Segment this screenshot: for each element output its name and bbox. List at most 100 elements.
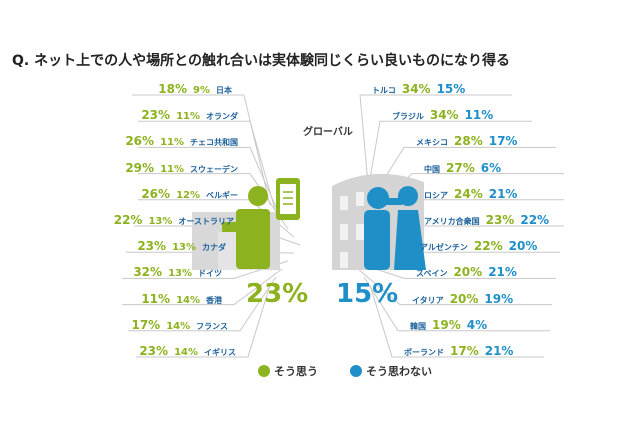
country-name: イタリア <box>412 295 444 305</box>
left-country-row: 26% 12% ベルギー <box>141 185 238 201</box>
disagree-value: 19% <box>484 291 514 306</box>
left-country-row: 11% 14% 香港 <box>141 290 222 306</box>
global-label: グローバル <box>303 127 353 138</box>
legend-agree-label: そう思う <box>274 365 318 378</box>
agree-value: 29% <box>125 160 155 175</box>
agree-value: 19% <box>432 317 461 332</box>
agree-value: 34% <box>401 82 431 96</box>
left-country-row: 23% 14% イギリス <box>139 342 236 358</box>
agree-value: 20% <box>453 265 483 280</box>
disagree-value: 12% <box>176 189 200 201</box>
disagree-value: 21% <box>488 186 518 201</box>
disagree-value: 22% <box>520 213 550 227</box>
agree-value: 23% <box>137 239 167 254</box>
disagree-value: 17% <box>488 134 518 149</box>
country-name: 韓国 <box>410 321 426 331</box>
agree-value: 18% <box>158 82 188 96</box>
global-agree-value: 23% <box>246 279 309 309</box>
right-country-row: イタリア 20% 19% <box>412 290 513 306</box>
country-name: オーストラリア <box>178 217 234 226</box>
agree-dot-icon <box>258 365 270 377</box>
disagree-value: 6% <box>480 160 502 175</box>
right-country-row: 中国 27% 6% <box>424 159 501 175</box>
left-country-row: 17% 14% フランス <box>131 316 228 332</box>
disagree-value: 21% <box>484 344 514 358</box>
disagree-value: 11% <box>160 137 184 149</box>
country-name: ドイツ <box>198 269 222 279</box>
agree-value: 24% <box>454 186 483 201</box>
country-name: フランス <box>196 321 228 331</box>
agree-value: 28% <box>454 134 483 149</box>
global-disagree-value: 15% <box>336 279 399 309</box>
connector-line <box>132 94 271 206</box>
right-country-row: アルゼンチン 22% 20% <box>420 237 537 253</box>
right-country-row: メキシコ 28% 17% <box>416 132 517 148</box>
disagree-value: 14% <box>166 320 191 332</box>
left-country-row: 29% 11% スウェーデン <box>125 159 238 175</box>
agree-value: 34% <box>429 108 459 123</box>
agree-value: 23% <box>485 213 515 227</box>
country-name: 中国 <box>424 164 440 174</box>
connector-line <box>138 120 277 214</box>
legend-disagree: そう思わない <box>350 363 432 381</box>
disagree-value: 20% <box>508 239 538 254</box>
left-country-row: 22% 13% オーストラリア <box>114 211 234 227</box>
disagree-value: 14% <box>174 347 198 358</box>
disagree-value: 14% <box>176 294 200 306</box>
agree-value: 23% <box>139 344 169 358</box>
agree-value: 11% <box>141 291 171 306</box>
right-country-row: ポーランド 17% 21% <box>404 342 513 358</box>
right-country-row: スペイン 20% 21% <box>416 263 517 279</box>
country-name: ベルギー <box>206 190 238 200</box>
legend-disagree-label: そう思わない <box>366 365 432 378</box>
agree-value: 32% <box>133 265 163 280</box>
connector-line <box>357 268 552 306</box>
left-country-row: 26% 11% チェコ共和国 <box>125 132 238 148</box>
country-name: オランダ <box>206 112 238 122</box>
disagree-value: 11% <box>160 163 184 175</box>
right-country-row: ロシア 24% 21% <box>424 185 517 201</box>
country-name: スペイン <box>416 269 448 279</box>
country-name: 香港 <box>206 295 222 305</box>
right-country-row: トルコ 34% 15% <box>372 80 465 96</box>
connector-line <box>369 284 544 358</box>
disagree-value: 15% <box>436 82 466 96</box>
disagree-value: 13% <box>148 216 173 227</box>
disagree-value: 9% <box>193 85 210 96</box>
disagree-value: 13% <box>172 242 196 254</box>
country-name: アルゼンチン <box>420 243 468 253</box>
two-people-illustration <box>364 186 426 270</box>
country-name: 日本 <box>216 86 232 95</box>
country-name: ポーランド <box>404 348 444 357</box>
agree-value: 17% <box>131 317 161 332</box>
country-name: アメリカ合衆国 <box>424 217 480 226</box>
country-name: メキシコ <box>416 138 448 148</box>
right-country-row: アメリカ合衆国 23% 22% <box>424 211 549 227</box>
agree-value: 26% <box>125 134 155 149</box>
country-name: ブラジル <box>392 112 424 122</box>
left-country-row: 23% 11% オランダ <box>141 106 238 122</box>
disagree-value: 11% <box>176 111 200 123</box>
agree-value: 26% <box>141 186 171 201</box>
chart-title: Q. ネット上での人や場所との触れ合いは実体験同じくらい良いものになり得る <box>12 53 510 69</box>
disagree-value: 11% <box>464 108 494 123</box>
connector-line <box>138 173 289 230</box>
right-country-row: ブラジル 34% 11% <box>392 106 493 122</box>
country-name: イギリス <box>204 348 236 357</box>
agree-value: 22% <box>473 239 503 254</box>
agree-value: 17% <box>450 344 479 358</box>
connector-line <box>363 276 550 332</box>
legend-agree: そう思う <box>258 363 318 381</box>
country-name: ロシア <box>424 190 448 200</box>
connector-line <box>128 276 277 332</box>
agree-value: 22% <box>113 213 143 227</box>
connector-line <box>138 146 283 222</box>
left-country-row: 32% 13% ドイツ <box>133 263 222 279</box>
country-name: チェコ共和国 <box>190 138 238 148</box>
disagree-value: 4% <box>466 317 488 332</box>
agree-value: 27% <box>446 160 475 175</box>
left-country-row: 18% 9% 日本 <box>158 80 232 96</box>
country-name: トルコ <box>372 86 396 95</box>
person-phone-illustration <box>192 178 300 270</box>
